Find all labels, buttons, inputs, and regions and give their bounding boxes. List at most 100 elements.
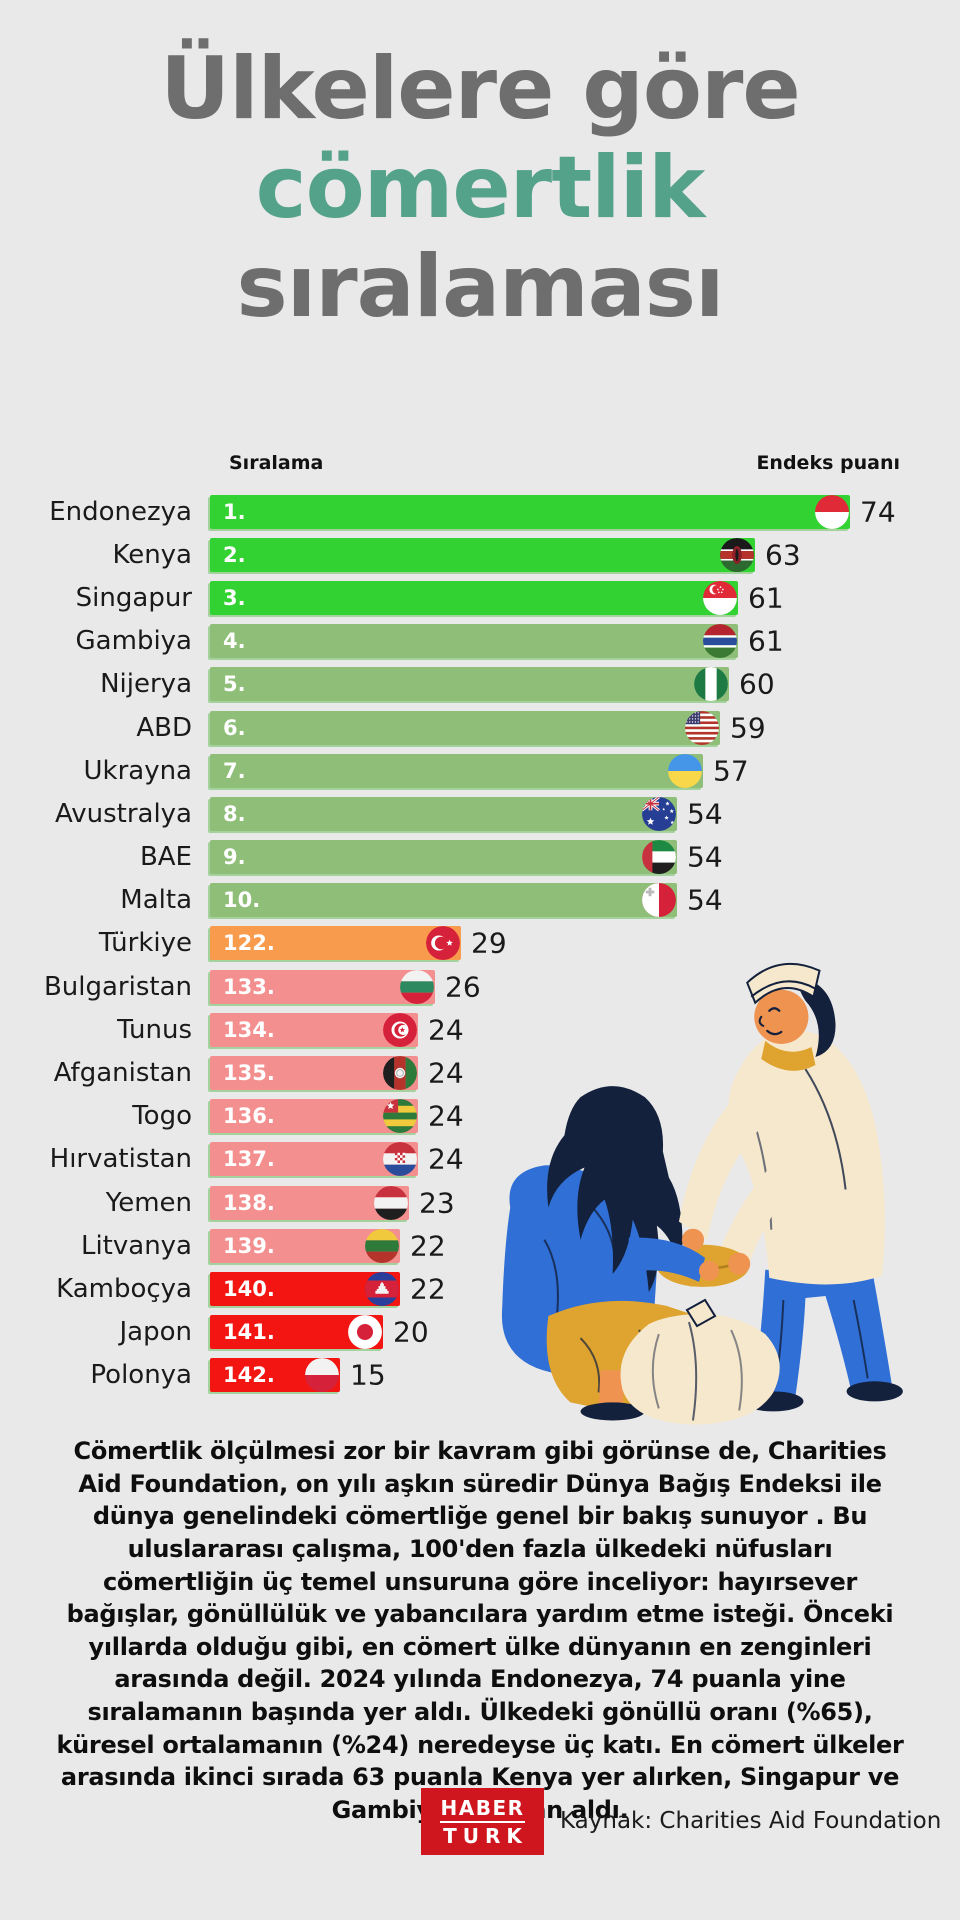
source-credit: Kaynak: Charities Aid Foundation [560, 1808, 942, 1834]
score-bar: 138. [210, 1185, 409, 1220]
country-label: Gambiya [75, 626, 192, 657]
flag-australia-icon [642, 796, 676, 831]
bar-area: 137. 24 [210, 1142, 960, 1177]
table-row: Yemen 138. 23 [0, 1181, 960, 1224]
score-bar: 141. [210, 1315, 383, 1350]
rank-column-header: Sıralama [229, 452, 324, 474]
country-label: Bulgaristan [43, 971, 192, 1002]
score-value: 24 [428, 1099, 464, 1133]
rank-label: 5. [223, 672, 246, 697]
table-row: Singapur 3. 61 [0, 576, 960, 619]
rank-label: 9. [223, 845, 246, 870]
flag-uae-icon [642, 840, 676, 875]
rank-label: 122. [223, 931, 275, 956]
table-row: Polonya 142. 15 [0, 1354, 960, 1397]
rank-label: 134. [223, 1017, 275, 1042]
rank-label: 140. [223, 1276, 275, 1301]
score-bar: 142. [210, 1358, 340, 1393]
score-value: 29 [471, 926, 507, 960]
country-label: Avustralya [54, 798, 192, 829]
flag-ukraine-icon [668, 753, 702, 788]
rank-label: 135. [223, 1061, 275, 1086]
score-bar: 9. [210, 840, 677, 875]
country-label: Türkiye [98, 928, 192, 959]
bar-area: 134. 24 [210, 1012, 960, 1047]
table-row: BAE 9. 54 [0, 836, 960, 879]
score-value: 63 [765, 538, 801, 572]
flag-malta-icon [642, 883, 676, 918]
sack [620, 1298, 780, 1425]
page-title: Ülkelere göre cömertlik sıralaması [0, 40, 960, 337]
bar-area: 141. 20 [210, 1315, 960, 1350]
bar-area: 7. 57 [210, 753, 960, 788]
score-bar: 137. [210, 1142, 418, 1177]
score-bar: 6. [210, 710, 720, 745]
table-row: Kamboçya 140. 22 [0, 1267, 960, 1310]
score-bar: 134. [210, 1012, 418, 1047]
score-bar: 7. [210, 753, 703, 788]
bar-area: 140. 22 [210, 1271, 960, 1306]
chart-rows: Endonezya 1. 74 Kenya 2. 63 Singapur 3. … [0, 490, 960, 1397]
score-value: 24 [428, 1142, 464, 1176]
bar-area: 142. 15 [210, 1358, 960, 1393]
flag-turkey-icon [426, 926, 460, 961]
generosity-bar-chart: Sıralama Endeks puanı Endonezya 1. 74 Ke… [0, 450, 960, 1397]
bar-area: 5. 60 [210, 667, 960, 702]
flag-yemen-icon [374, 1185, 408, 1220]
flag-cambodia-icon [365, 1271, 399, 1306]
table-row: Endonezya 1. 74 [0, 490, 960, 533]
score-bar: 2. [210, 537, 755, 572]
flag-lithuania-icon [365, 1228, 399, 1263]
rank-label: 10. [223, 888, 261, 913]
rank-label: 138. [223, 1190, 275, 1215]
rank-label: 137. [223, 1147, 275, 1172]
bar-area: 1. 74 [210, 494, 960, 529]
score-value: 54 [687, 797, 723, 831]
country-label: Hırvatistan [49, 1144, 192, 1175]
score-value: 74 [860, 495, 896, 529]
table-row: Avustralya 8. 54 [0, 792, 960, 835]
flag-kenya-icon [720, 537, 754, 572]
country-label: BAE [139, 842, 192, 873]
score-column-header: Endeks puanı [756, 452, 900, 474]
score-bar: 133. [210, 969, 435, 1004]
flag-tunisia-icon [383, 1012, 417, 1047]
score-bar: 136. [210, 1099, 418, 1134]
table-row: Kenya 2. 63 [0, 533, 960, 576]
score-value: 15 [350, 1358, 386, 1392]
table-row: Bulgaristan 133. 26 [0, 965, 960, 1008]
flag-togo-icon [383, 1099, 417, 1134]
rank-label: 8. [223, 801, 246, 826]
table-row: Litvanya 139. 22 [0, 1224, 960, 1267]
score-bar: 135. [210, 1056, 418, 1091]
score-value: 59 [730, 711, 766, 745]
table-row: Afganistan 135. 24 [0, 1051, 960, 1094]
haberturk-logo: HABER TURK [421, 1788, 544, 1855]
table-row: Hırvatistan 137. 24 [0, 1138, 960, 1181]
standing-person [656, 962, 903, 1412]
giving-illustration [501, 962, 903, 1425]
score-value: 23 [419, 1186, 455, 1220]
country-label: Malta [120, 885, 192, 916]
country-label: Kenya [112, 539, 192, 570]
table-row: Gambiya 4. 61 [0, 620, 960, 663]
rank-label: 141. [223, 1320, 275, 1345]
score-bar: 140. [210, 1271, 400, 1306]
country-label: Kamboçya [56, 1273, 192, 1304]
rank-label: 2. [223, 542, 246, 567]
table-row: Türkiye 122. 29 [0, 922, 960, 965]
flag-afghanistan-icon [383, 1056, 417, 1091]
country-label: Ukrayna [83, 755, 192, 786]
table-row: Tunus 134. 24 [0, 1008, 960, 1051]
logo-text-haber: HABER [440, 1798, 525, 1823]
bar-area: 136. 24 [210, 1099, 960, 1134]
score-bar: 139. [210, 1228, 400, 1263]
chart-header: Sıralama Endeks puanı [0, 450, 960, 490]
bar-area: 139. 22 [210, 1228, 960, 1263]
rank-label: 139. [223, 1233, 275, 1258]
flag-usa-icon [685, 710, 719, 745]
flag-gambia-icon [703, 624, 737, 659]
flag-bulgaria-icon [400, 969, 434, 1004]
bar-area: 3. 61 [210, 580, 960, 615]
title-line-3: sıralaması [236, 236, 725, 337]
